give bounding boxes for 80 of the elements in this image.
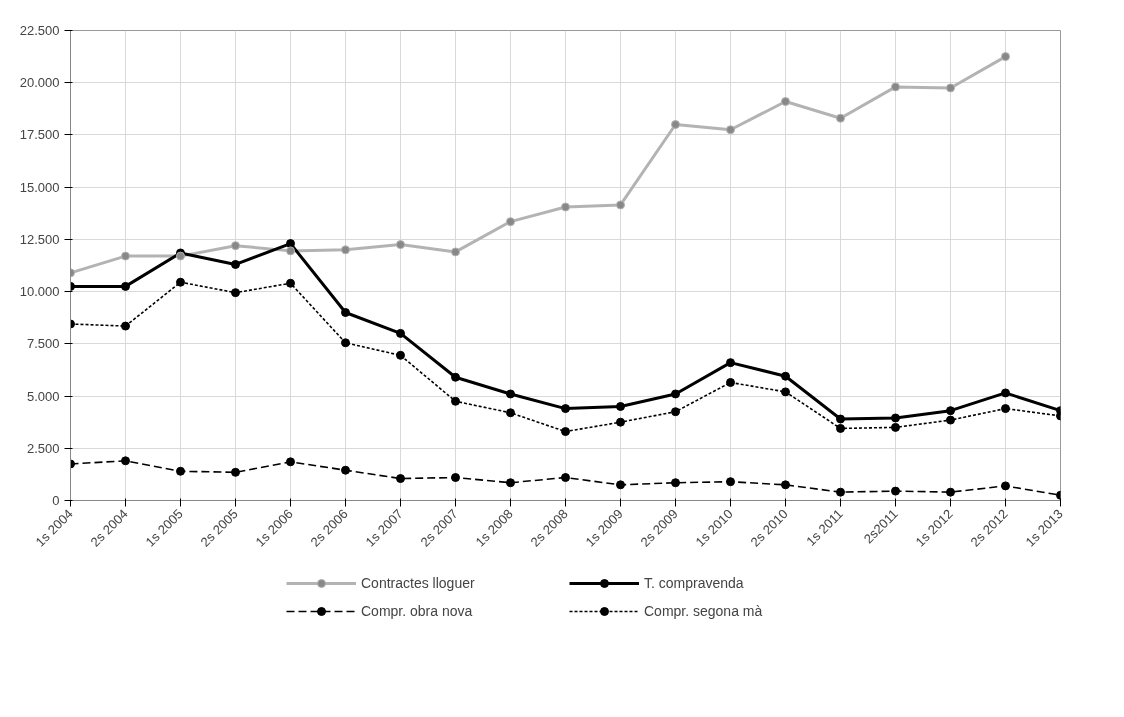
point bbox=[726, 377, 735, 387]
point bbox=[616, 417, 625, 427]
point bbox=[671, 478, 680, 488]
point bbox=[231, 288, 240, 298]
point bbox=[561, 404, 570, 414]
point bbox=[396, 328, 405, 338]
point bbox=[341, 338, 350, 348]
point bbox=[671, 389, 680, 399]
point bbox=[176, 466, 185, 476]
point bbox=[451, 372, 460, 382]
y-tick-label: 17.500 bbox=[19, 127, 60, 143]
point bbox=[671, 120, 680, 129]
point bbox=[781, 387, 790, 397]
point bbox=[121, 321, 130, 331]
point bbox=[781, 97, 790, 107]
legend-label: Compr. segona mà bbox=[644, 603, 764, 619]
point bbox=[506, 389, 515, 399]
point bbox=[286, 239, 295, 249]
point bbox=[1001, 388, 1010, 398]
y-tick-label: 12.500 bbox=[19, 231, 60, 247]
point bbox=[341, 465, 350, 475]
point bbox=[836, 487, 845, 497]
point bbox=[616, 480, 625, 490]
point bbox=[341, 308, 350, 317]
y-tick-label: 0 bbox=[52, 493, 60, 508]
point bbox=[451, 247, 460, 257]
point bbox=[891, 422, 900, 432]
point bbox=[341, 245, 350, 255]
point bbox=[946, 83, 955, 93]
point bbox=[231, 241, 240, 251]
point bbox=[231, 259, 240, 269]
point bbox=[121, 456, 130, 466]
point bbox=[506, 478, 515, 488]
y-tick-label: 10.000 bbox=[19, 284, 60, 300]
point bbox=[121, 251, 130, 261]
point bbox=[451, 473, 460, 483]
point bbox=[561, 427, 570, 437]
point bbox=[121, 281, 130, 291]
point bbox=[286, 246, 295, 256]
point bbox=[946, 415, 955, 425]
point bbox=[286, 457, 295, 467]
point bbox=[891, 413, 900, 423]
point bbox=[946, 406, 955, 416]
point bbox=[726, 477, 735, 487]
point bbox=[671, 407, 680, 417]
y-tick-label: 22.500 bbox=[19, 23, 60, 38]
point bbox=[396, 474, 405, 484]
point bbox=[781, 480, 790, 490]
legend-label: Compr. obra nova bbox=[361, 603, 474, 619]
point bbox=[176, 277, 185, 287]
point bbox=[286, 278, 295, 288]
point bbox=[506, 217, 515, 227]
point bbox=[616, 402, 625, 411]
point bbox=[396, 350, 405, 360]
point bbox=[396, 240, 405, 250]
point bbox=[1001, 52, 1010, 62]
point bbox=[1001, 481, 1010, 491]
point bbox=[726, 125, 735, 135]
point bbox=[836, 423, 845, 433]
point bbox=[616, 200, 625, 210]
y-tick-label: 20.000 bbox=[19, 75, 60, 91]
point bbox=[891, 82, 900, 92]
point bbox=[506, 408, 515, 418]
y-tick-label: 5.000 bbox=[26, 388, 60, 404]
point bbox=[781, 371, 790, 381]
legend-label: T. compravenda bbox=[644, 575, 745, 591]
y-tick-label: 15.000 bbox=[19, 179, 60, 195]
point bbox=[891, 486, 900, 496]
legend-label: Contractes lloguer bbox=[361, 575, 476, 591]
y-tick-label: 2.500 bbox=[26, 440, 60, 456]
point bbox=[836, 113, 845, 123]
point bbox=[726, 358, 735, 368]
point bbox=[451, 396, 460, 406]
point bbox=[561, 473, 570, 483]
point bbox=[1001, 404, 1010, 414]
point bbox=[231, 467, 240, 477]
y-tick-label: 7.500 bbox=[26, 336, 60, 352]
point bbox=[561, 202, 570, 212]
point bbox=[836, 414, 845, 424]
point bbox=[946, 487, 955, 497]
